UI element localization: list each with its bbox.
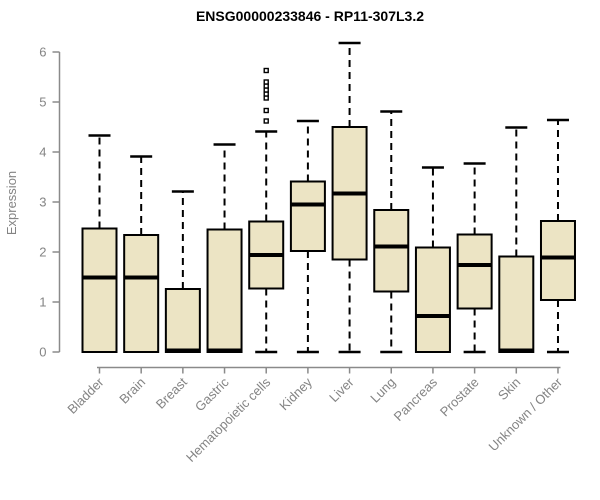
- box-rect: [539, 220, 576, 301]
- x-tick-label: Liver: [326, 374, 357, 405]
- chart-title: ENSG00000233846 - RP11-307L3.2: [196, 8, 424, 24]
- box-rect: [456, 233, 493, 310]
- x-tick-label: Pancreas: [391, 374, 441, 424]
- y-tick-label: 0: [39, 345, 46, 360]
- y-tick-label: 4: [39, 145, 46, 160]
- y-tick-label: 5: [39, 95, 46, 110]
- x-tick-label: Breast: [153, 374, 190, 411]
- outlier-point: [263, 67, 269, 74]
- box-rect: [81, 227, 118, 353]
- box-rect: [123, 234, 160, 353]
- box-rect: [206, 228, 243, 353]
- x-tick-label: Bladder: [64, 374, 107, 417]
- outlier-point: [263, 79, 269, 85]
- x-tick-label: Lung: [367, 375, 398, 406]
- box-rect: [414, 246, 451, 353]
- x-tick-label: Brain: [116, 375, 148, 407]
- x-tick-label: Prostate: [437, 375, 482, 420]
- y-axis-title: Expression: [4, 171, 19, 235]
- y-tick-label: 1: [39, 295, 46, 310]
- x-tick-label: Gastric: [192, 374, 232, 414]
- y-tick-label: 6: [39, 45, 46, 60]
- x-tick-label: Unknown / Other: [486, 374, 566, 454]
- box-rect: [373, 209, 410, 293]
- box-rect: [498, 255, 535, 353]
- outlier-point: [263, 118, 269, 124]
- y-tick-label: 2: [39, 245, 46, 260]
- y-tick-label: 3: [39, 195, 46, 210]
- box-rect: [164, 288, 201, 353]
- x-tick-label: Kidney: [276, 374, 315, 413]
- box-rect: [289, 180, 326, 252]
- outlier-point: [263, 107, 269, 114]
- x-tick-label: Skin: [495, 375, 523, 403]
